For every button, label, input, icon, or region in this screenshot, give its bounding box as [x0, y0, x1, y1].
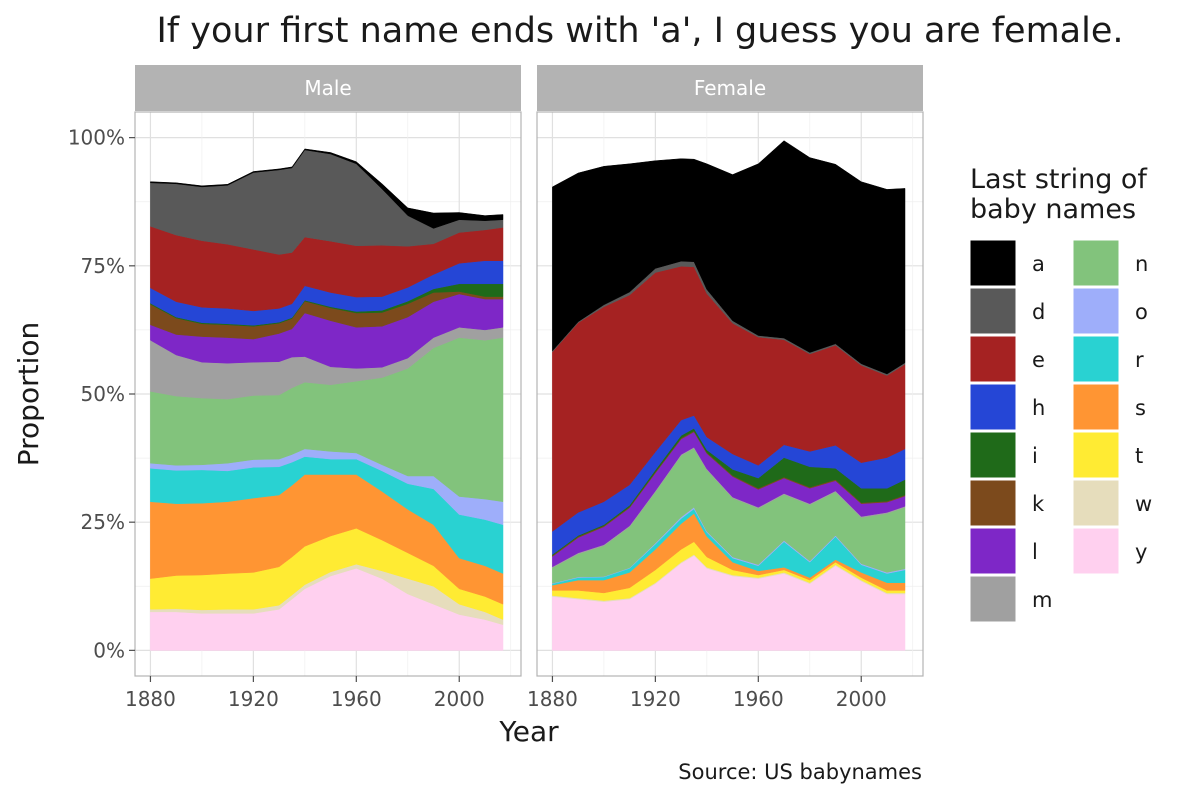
facet-label: Female: [694, 76, 766, 100]
chart-title: If your first name ends with 'a', I gues…: [156, 11, 1123, 51]
legend-label: r: [1135, 348, 1144, 372]
y-tick-label: 75%: [81, 254, 125, 278]
legend-swatch: [969, 431, 1017, 479]
legend-label: n: [1135, 252, 1148, 276]
legend-swatch: [1072, 287, 1120, 335]
stacked-areas: [150, 148, 504, 651]
stacked-areas: [552, 140, 906, 651]
legend-item-s: s: [1072, 383, 1146, 431]
x-tick-label: 1960: [331, 687, 382, 711]
legend-swatch: [1072, 527, 1120, 575]
legend-swatch: [1072, 431, 1120, 479]
legend-swatch: [1072, 335, 1120, 383]
facet-strip: [537, 65, 923, 111]
legend-item-k: k: [969, 479, 1045, 527]
legend-swatch: [1072, 479, 1120, 527]
legend-label: h: [1032, 396, 1045, 420]
x-tick-label: 2000: [836, 687, 887, 711]
facet-strip: [135, 65, 521, 111]
chart-panels: Male 1880 1920 1960 2000 0% 25% 50% 75% 100% Femal…: [68, 65, 924, 711]
legend-item-a: a: [969, 239, 1045, 287]
legend-item-y: y: [1072, 527, 1147, 575]
legend-item-i: i: [969, 431, 1038, 479]
legend-item-w: w: [1072, 479, 1152, 527]
legend-swatch: [969, 383, 1017, 431]
legend-label: l: [1032, 540, 1038, 564]
legend-item-r: r: [1072, 335, 1144, 383]
legend-item-n: n: [1072, 239, 1148, 287]
y-tick-label: 25%: [81, 510, 125, 534]
legend-label: k: [1032, 492, 1045, 516]
legend-swatch: [1072, 239, 1120, 287]
legend-title: baby names: [970, 194, 1136, 225]
legend-label: e: [1032, 348, 1045, 372]
legend-item-e: e: [969, 335, 1045, 383]
legend-title: Last string of: [970, 164, 1148, 195]
legend-label: a: [1032, 252, 1045, 276]
legend-item-t: t: [1072, 431, 1143, 479]
legend-swatch: [969, 527, 1017, 575]
x-tick-label: 1920: [630, 687, 681, 711]
legend-label: o: [1135, 300, 1148, 324]
caption: Source: US babynames: [678, 760, 922, 784]
x-tick-label: 1880: [125, 687, 176, 711]
legend-label: w: [1135, 492, 1152, 516]
y-tick-label: 100%: [68, 126, 125, 150]
y-tick-label: 0%: [93, 638, 125, 662]
area-a: [150, 148, 504, 229]
x-tick-label: 1880: [527, 687, 578, 711]
area-a: [552, 140, 906, 375]
panel-border: [536, 111, 924, 677]
legend-label: y: [1135, 540, 1147, 564]
legend-swatch: [969, 479, 1017, 527]
facet-label: Male: [304, 76, 351, 100]
x-tick-label: 1920: [228, 687, 279, 711]
panel-female: Female 1880 1920 1960 2000: [527, 65, 924, 711]
legend-item-m: m: [969, 575, 1052, 623]
legend-item-h: h: [969, 383, 1045, 431]
x-tick-label: 2000: [434, 687, 485, 711]
legend-item-l: l: [969, 527, 1038, 575]
legend-swatch: [969, 239, 1017, 287]
legend-swatch: [969, 335, 1017, 383]
legend-label: t: [1135, 444, 1143, 468]
legend-label: d: [1032, 300, 1045, 324]
panel-male: Male 1880 1920 1960 2000 0% 25% 50% 75% 100%: [68, 65, 522, 711]
legend-swatch: [969, 575, 1017, 623]
legend-label: m: [1032, 588, 1052, 612]
legend-swatch: [1072, 383, 1120, 431]
x-axis-label: Year: [498, 715, 559, 748]
legend-item-d: d: [969, 287, 1045, 335]
y-axis-label: Proportion: [12, 322, 45, 466]
legend-label: s: [1135, 396, 1146, 420]
x-tick-label: 1960: [733, 687, 784, 711]
legend-swatch: [969, 287, 1017, 335]
legend-label: i: [1032, 444, 1038, 468]
y-tick-label: 50%: [81, 382, 125, 406]
legend-item-o: o: [1072, 287, 1148, 335]
